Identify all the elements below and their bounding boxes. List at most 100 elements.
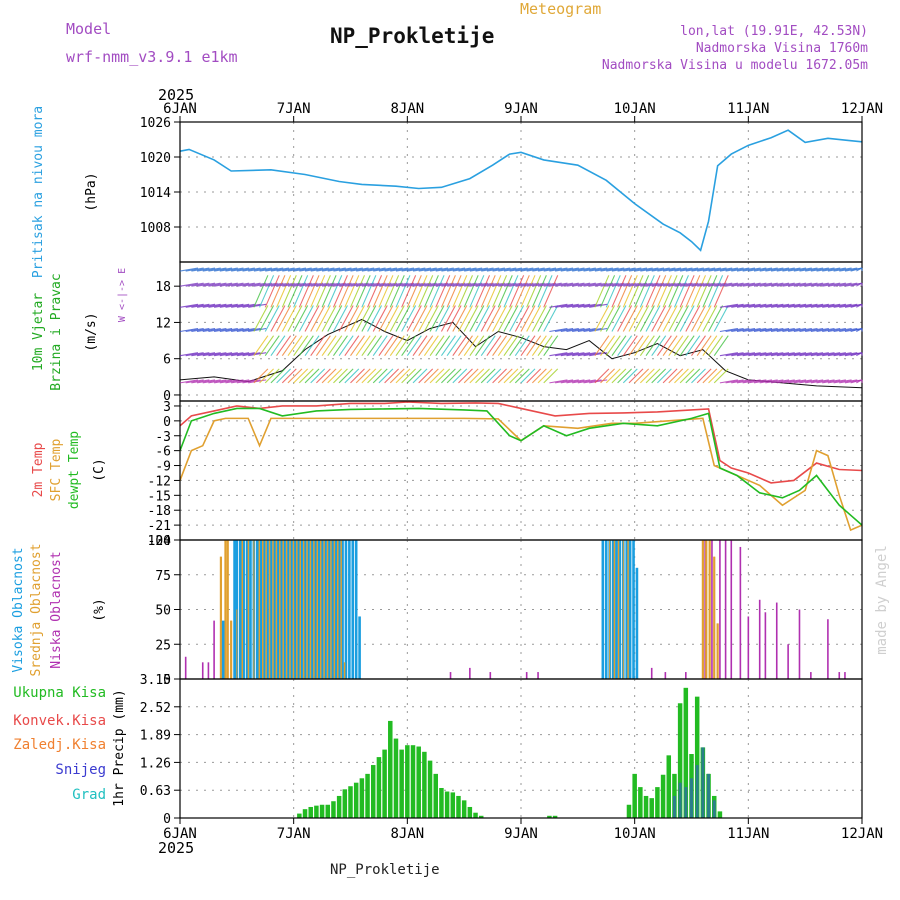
wind-vector [293, 368, 309, 384]
wind-vector [742, 327, 761, 333]
precip-total-bar [677, 703, 683, 818]
wind-vector [503, 275, 519, 308]
precip-total-bar [365, 773, 370, 818]
wind-vector [748, 282, 767, 287]
wind-vector [526, 275, 542, 308]
wind-vector [202, 267, 221, 272]
cloud-high-bar [341, 540, 344, 679]
wind-vector [788, 379, 807, 384]
wind-vector [418, 335, 434, 356]
cloud-low-bar [730, 540, 733, 679]
wind-vector [321, 267, 341, 272]
wind-vector [185, 327, 204, 333]
wind-vector [690, 275, 707, 308]
wind-vector [293, 305, 309, 332]
wind-vector [441, 267, 460, 272]
wind-vector [503, 282, 523, 287]
wind-vector [418, 275, 434, 308]
wind-vector [350, 282, 369, 287]
wind-vector [788, 282, 807, 287]
y-tick-label: 18 [155, 280, 171, 295]
wind-vector [315, 305, 331, 332]
cloud-low-bar [704, 540, 706, 679]
wind-vector [719, 327, 739, 333]
wind-vector [384, 368, 399, 384]
wind-vector [298, 275, 314, 308]
wind-vector [367, 368, 382, 384]
wind-vector [560, 327, 579, 333]
wind-vector [668, 335, 684, 356]
sfc_temp-point [611, 422, 613, 424]
wind-vector [423, 275, 439, 308]
wind-vector [543, 275, 559, 308]
pressure-point [577, 164, 579, 166]
wind-vector [248, 303, 267, 308]
pressure-line [179, 129, 863, 252]
temp2m-point [441, 403, 443, 405]
wind-vector [248, 267, 267, 272]
wind-vector [713, 305, 729, 332]
wind-vector [378, 282, 398, 287]
wind-vector [333, 282, 352, 287]
wind-vector [656, 335, 672, 356]
wind-vector [355, 368, 371, 384]
wind-vector [219, 303, 238, 308]
wind-vector [202, 327, 221, 333]
precip-total-bar [399, 749, 404, 818]
precip-total-bar [649, 798, 654, 818]
wind-vector [452, 305, 468, 332]
y-tick-label: -24 [148, 534, 172, 549]
wind-vector [372, 305, 388, 332]
wind-vector [185, 352, 204, 357]
wind-vector [236, 352, 255, 357]
wind-vector [361, 368, 377, 384]
precip-total-bar [478, 815, 484, 818]
meteogram-label: Meteogram [520, 0, 602, 18]
wind-vector [514, 305, 530, 332]
wind-vector [367, 335, 383, 356]
sfc_temp-point [225, 417, 227, 419]
y-tick-label: 1026 [140, 116, 171, 131]
cloud-high-bar [334, 540, 338, 679]
wind-vector [384, 335, 400, 356]
y-tick-label: 0 [163, 812, 171, 827]
wind-vector [549, 379, 568, 384]
dewpoint-point [588, 427, 590, 429]
wind-vector [264, 275, 280, 308]
wind-vector [645, 305, 661, 332]
wind-vector [753, 327, 773, 333]
wind-vector [566, 267, 585, 272]
wind-vector [304, 275, 320, 308]
wind-vector [816, 327, 835, 333]
wind-vector [242, 267, 261, 272]
wind-vector [179, 379, 199, 384]
wind-vector [583, 327, 602, 333]
precip-total-bar [342, 789, 348, 818]
wind-vector [822, 327, 841, 333]
wind-vector [759, 327, 778, 333]
x-tick-label-top: 10JAN [614, 101, 656, 117]
precip-total-bar [473, 812, 478, 818]
wind-vector [697, 282, 716, 287]
wind-vector [179, 303, 199, 308]
wind-vector [856, 282, 863, 287]
wind-vector [719, 303, 739, 308]
wind-vector [457, 305, 473, 332]
cloud-low-bar [798, 609, 801, 679]
wind-vector [765, 267, 784, 272]
wind-vector [537, 305, 553, 332]
cloud-high-bar [344, 540, 348, 679]
cloud-high-bar [269, 540, 273, 679]
wind-vector [560, 379, 579, 384]
wind-vector [833, 327, 852, 333]
wind-vector [572, 303, 591, 308]
wind-vector [509, 305, 525, 332]
cloud-high-bar [290, 540, 293, 679]
wind-vector [549, 303, 568, 308]
wind-vector [640, 282, 659, 287]
wind-vector [231, 352, 250, 357]
wind-vector [679, 275, 695, 308]
y-tick-label: 75 [155, 569, 171, 584]
dewpoint-point [850, 514, 852, 516]
wind-vector [549, 267, 568, 272]
